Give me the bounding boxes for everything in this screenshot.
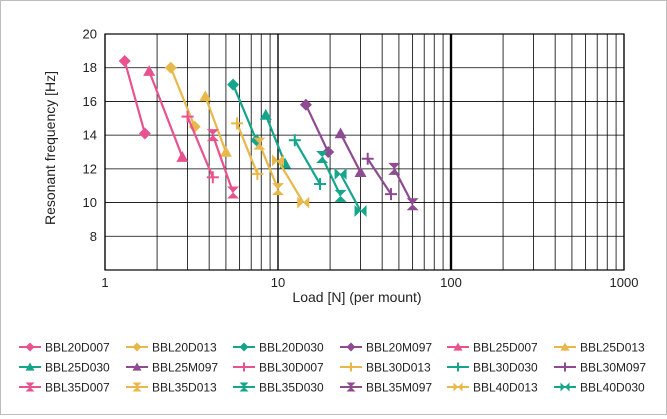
y-tick-label: 10	[83, 195, 97, 210]
x-tick-label: 10	[271, 275, 285, 290]
legend-label: BBL20M097	[366, 341, 432, 355]
y-tick-label: 8	[90, 229, 97, 244]
legend-label: BBL40D013	[473, 381, 538, 395]
y-tick-label: 12	[83, 161, 97, 176]
legend-label: BBL35D030	[259, 381, 324, 395]
legend-label: BBL25D013	[580, 341, 645, 355]
legend-label: BBL35D013	[152, 381, 217, 395]
legend-label: BBL20D030	[259, 341, 324, 355]
y-tick-label: 14	[83, 128, 97, 143]
legend-label: BBL30D030	[473, 361, 538, 375]
y-tick-label: 20	[83, 27, 97, 42]
legend-label: BBL35D007	[45, 381, 110, 395]
legend-label: BBL30D013	[366, 361, 431, 375]
x-tick-label: 100	[440, 275, 462, 290]
x-tick-label: 1000	[610, 275, 639, 290]
y-tick-label: 16	[83, 94, 97, 109]
x-axis-label: Load [N] (per mount)	[292, 289, 421, 305]
legend-label: BBL30M097	[580, 361, 646, 375]
legend-label: BBL25D030	[45, 361, 110, 375]
legend-label: BBL25M097	[152, 361, 218, 375]
x-tick-label: 1	[101, 275, 108, 290]
legend-label: BBL20D013	[152, 341, 217, 355]
y-axis-label: Resonant frequency [Hz]	[42, 71, 58, 225]
legend-label: BBL25D007	[473, 341, 538, 355]
legend-label: BBL20D007	[45, 341, 110, 355]
legend-label: BBL35M097	[366, 381, 432, 395]
legend-label: BBL30D007	[259, 361, 324, 375]
y-tick-label: 18	[83, 60, 97, 75]
legend-label: BBL40D030	[580, 381, 645, 395]
